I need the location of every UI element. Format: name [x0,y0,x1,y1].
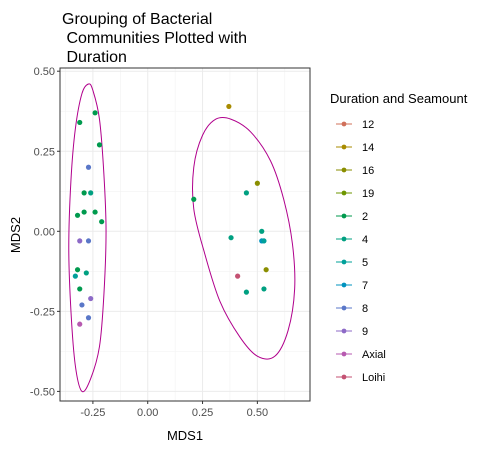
legend: Duration and Seamount 12 14 16 19 2 4 5 7 8 9 Axia… [330,91,468,384]
x-axis-title: MDS1 [167,428,203,443]
legend-key-point-3 [342,191,347,196]
data-point-21 [255,181,260,186]
data-point-11 [86,238,91,243]
data-point-12 [75,267,80,272]
legend-key-point-7 [342,283,347,288]
data-point-6 [92,209,97,214]
chart-title-line-1: Grouping of Bacterial [62,11,212,28]
data-point-24 [259,229,264,234]
data-point-7 [75,213,80,218]
legend-label-1: 14 [362,142,374,154]
legend-key-point-6 [342,260,347,265]
data-point-14 [73,274,78,279]
data-point-10 [77,238,82,243]
data-point-18 [86,315,91,320]
legend-key-point-9 [342,329,347,334]
y-tick-label-1: -0.25 [30,306,55,318]
legend-key-point-11 [342,375,347,380]
data-point-3 [86,165,91,170]
legend-key-point-0 [342,122,347,127]
chart-title: Grouping of Bacterial Communities Plotte… [62,11,247,66]
data-point-19 [77,322,82,327]
x-tick-label-0: -0.25 [80,407,105,419]
data-point-20 [226,104,231,109]
legend-label-2: 16 [362,165,374,177]
data-point-13 [84,270,89,275]
legend-key-point-4 [342,214,347,219]
data-point-9 [99,219,104,224]
legend-label-7: 7 [362,280,368,292]
chart-title-line-3: Duration [62,49,127,66]
legend-key-point-1 [342,145,347,150]
y-tick-label-3: 0.25 [34,146,55,158]
legend-label-10: Axial [362,349,386,361]
data-point-16 [88,296,93,301]
x-tick-label-3: 0.50 [247,407,268,419]
legend-label-8: 8 [362,303,368,315]
data-point-22 [244,190,249,195]
data-point-5 [88,190,93,195]
legend-label-3: 19 [362,188,374,200]
legend-key-point-2 [342,168,347,173]
y-tick-label-0: -0.50 [30,386,55,398]
data-point-31 [244,290,249,295]
y-tick-label-2: 0.00 [34,226,55,238]
data-point-0 [77,120,82,125]
data-point-15 [77,286,82,291]
legend-label-9: 9 [362,326,368,338]
data-point-30 [261,286,266,291]
y-axis-title: MDS2 [8,217,23,253]
y-tick-label-4: 0.50 [34,66,55,78]
data-point-1 [92,110,97,115]
legend-label-11: Loihi [362,372,385,384]
data-point-23 [191,197,196,202]
data-point-29 [235,274,240,279]
data-point-17 [79,302,84,307]
legend-key-point-5 [342,237,347,242]
data-point-25 [228,235,233,240]
data-point-8 [82,209,87,214]
legend-key-point-10 [342,352,347,357]
data-point-4 [82,190,87,195]
data-point-28 [264,267,269,272]
data-point-27 [261,238,266,243]
data-point-2 [97,142,102,147]
chart-title-line-2: Communities Plotted with [62,30,247,47]
legend-label-6: 5 [362,257,368,269]
legend-label-4: 2 [362,211,368,223]
plot-panel [60,68,310,401]
x-tick-label-2: 0.25 [192,407,213,419]
legend-label-0: 12 [362,119,374,131]
legend-label-5: 4 [362,234,368,246]
legend-key-point-8 [342,306,347,311]
x-tick-label-1: 0.00 [137,407,158,419]
legend-title: Duration and Seamount [330,91,468,106]
